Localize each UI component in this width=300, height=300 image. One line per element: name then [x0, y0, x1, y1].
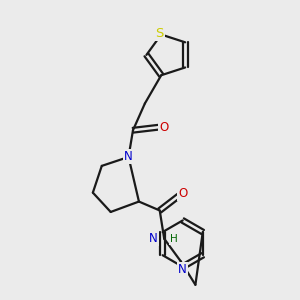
- Text: O: O: [159, 121, 168, 134]
- Text: N: N: [178, 263, 187, 276]
- Text: O: O: [178, 187, 187, 200]
- Text: N: N: [124, 150, 133, 163]
- Text: S: S: [155, 27, 164, 40]
- Text: H: H: [170, 234, 178, 244]
- Text: N: N: [149, 232, 158, 245]
